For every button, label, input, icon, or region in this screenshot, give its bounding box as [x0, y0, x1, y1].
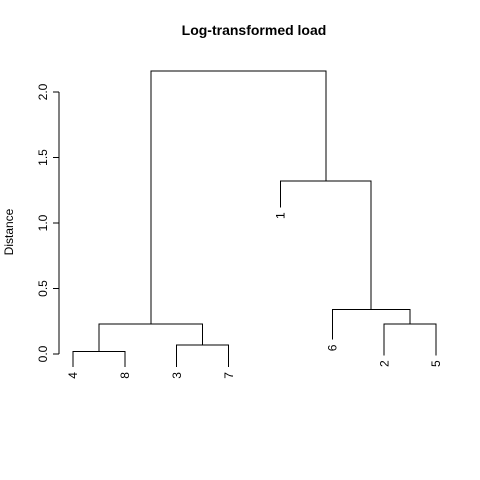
- dendrogram-link: [331, 308, 411, 340]
- leaf-label: 4: [66, 372, 80, 379]
- y-tick-label: 0.0: [36, 345, 50, 362]
- leaf-label: 7: [222, 372, 236, 379]
- dendrogram-link: [176, 344, 230, 368]
- leaf-label: 6: [325, 344, 339, 351]
- leaf-label: 5: [429, 360, 443, 367]
- y-axis: 0.0 0.5 1.0 1.5 2.0: [36, 83, 60, 362]
- leaf-labels: 4 8 3 7 1 6 2 5: [66, 212, 443, 379]
- y-axis-label: Distance: [2, 208, 16, 255]
- dendrogram-link: [72, 350, 126, 368]
- y-tick-label: 0.5: [36, 280, 50, 297]
- chart-title: Log-transformed load: [182, 22, 327, 38]
- dendrogram-link: [98, 323, 204, 352]
- dendrogram-link: [150, 70, 327, 324]
- dendrogram-link: [383, 323, 437, 356]
- dendrogram-link: [279, 180, 372, 310]
- leaf-label: 3: [170, 372, 184, 379]
- y-tick-label: 1.5: [36, 149, 50, 166]
- leaf-label: 2: [377, 360, 391, 367]
- leaf-label: 1: [274, 212, 288, 219]
- dendrogram-links: [72, 70, 437, 368]
- leaf-label: 8: [118, 372, 132, 379]
- y-tick-label: 2.0: [36, 83, 50, 100]
- y-tick-label: 1.0: [36, 214, 50, 231]
